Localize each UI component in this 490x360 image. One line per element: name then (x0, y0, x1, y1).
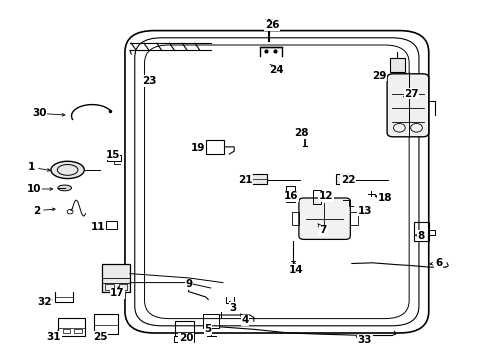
Text: 10: 10 (27, 184, 42, 194)
Bar (106, 221, 117, 229)
Text: 6: 6 (435, 258, 442, 268)
Bar (206, 140, 224, 154)
Text: 9: 9 (185, 279, 192, 289)
Bar (292, 212, 299, 225)
Bar (107, 155, 121, 161)
Text: 1: 1 (28, 162, 35, 172)
Bar (94, 314, 118, 334)
Text: 19: 19 (191, 143, 206, 153)
Bar (414, 222, 429, 241)
Bar (175, 321, 194, 336)
PathPatch shape (299, 198, 350, 239)
Bar (58, 318, 85, 336)
Bar (74, 329, 82, 333)
Bar (286, 186, 295, 202)
Text: 12: 12 (318, 191, 333, 201)
Bar (63, 329, 70, 333)
Text: 7: 7 (319, 225, 327, 235)
Text: 3: 3 (229, 303, 236, 313)
Bar (350, 212, 358, 225)
Text: 13: 13 (358, 206, 372, 216)
Text: 28: 28 (294, 128, 309, 138)
Bar (336, 174, 353, 184)
Text: 20: 20 (179, 333, 194, 343)
Text: 17: 17 (110, 288, 125, 298)
Text: 31: 31 (47, 332, 61, 342)
Bar (102, 264, 130, 292)
Bar (313, 190, 321, 204)
Bar (203, 314, 219, 328)
PathPatch shape (387, 74, 429, 137)
Bar (105, 284, 114, 290)
Ellipse shape (58, 185, 72, 191)
Text: 30: 30 (32, 108, 47, 118)
Text: 27: 27 (404, 89, 419, 99)
Text: 29: 29 (372, 71, 387, 81)
Text: 14: 14 (289, 265, 304, 275)
Text: 32: 32 (37, 297, 51, 307)
Bar (250, 174, 267, 184)
Text: 8: 8 (418, 231, 425, 241)
Text: 16: 16 (284, 191, 299, 201)
Text: 25: 25 (93, 332, 108, 342)
Text: 18: 18 (377, 193, 392, 203)
Text: 2: 2 (33, 206, 40, 216)
Text: 4: 4 (241, 315, 249, 325)
Text: 11: 11 (91, 222, 105, 232)
Bar (119, 284, 127, 290)
Text: 22: 22 (341, 175, 355, 185)
Text: 21: 21 (238, 175, 252, 185)
Bar (390, 58, 405, 72)
Text: 15: 15 (105, 150, 120, 160)
Text: 33: 33 (358, 335, 372, 345)
Text: 5: 5 (205, 324, 212, 334)
Ellipse shape (51, 161, 84, 179)
Text: 26: 26 (265, 20, 279, 30)
Text: 23: 23 (142, 76, 157, 86)
Text: 24: 24 (270, 65, 284, 75)
